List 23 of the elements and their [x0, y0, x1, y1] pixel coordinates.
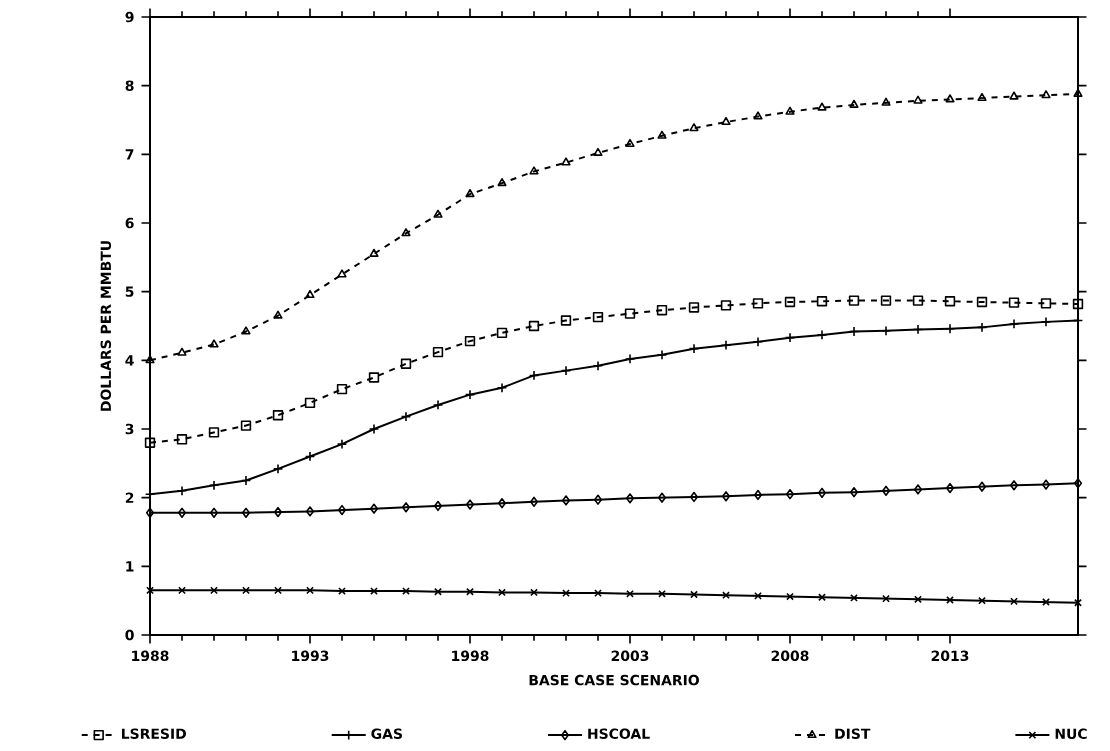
- x-tick-label: 1988: [132, 650, 169, 662]
- x-tick-label: 2013: [931, 650, 969, 662]
- y-tick-label: 2: [125, 492, 134, 503]
- y-tick-label: 4: [125, 355, 134, 366]
- y-tick-label: 7: [125, 149, 134, 160]
- legend-label: LSRESID: [121, 728, 186, 739]
- x-tick-label: 1998: [452, 650, 489, 662]
- y-tick-label: 5: [125, 286, 134, 297]
- x-tick-label: 2008: [771, 650, 809, 662]
- x-tick-label: 2003: [611, 650, 649, 662]
- y-tick-label: 3: [125, 423, 134, 435]
- x-axis-title: BASE CASE SCENARIO: [529, 674, 699, 686]
- legend-label: NUC: [1055, 728, 1087, 739]
- y-tick-label: 1: [126, 561, 134, 572]
- x-tick-label: 1993: [292, 650, 329, 662]
- legend-label: GAS: [371, 728, 402, 739]
- y-tick-label: 6: [125, 217, 134, 229]
- legend-label: DIST: [835, 728, 871, 739]
- legend-label: HSCOAL: [588, 728, 650, 739]
- y-tick-label: 9: [125, 11, 134, 23]
- y-tick-label: 0: [125, 629, 134, 641]
- y-axis-title: DOLLARS PER MMBTU: [100, 241, 112, 411]
- y-tick-label: 8: [125, 80, 134, 91]
